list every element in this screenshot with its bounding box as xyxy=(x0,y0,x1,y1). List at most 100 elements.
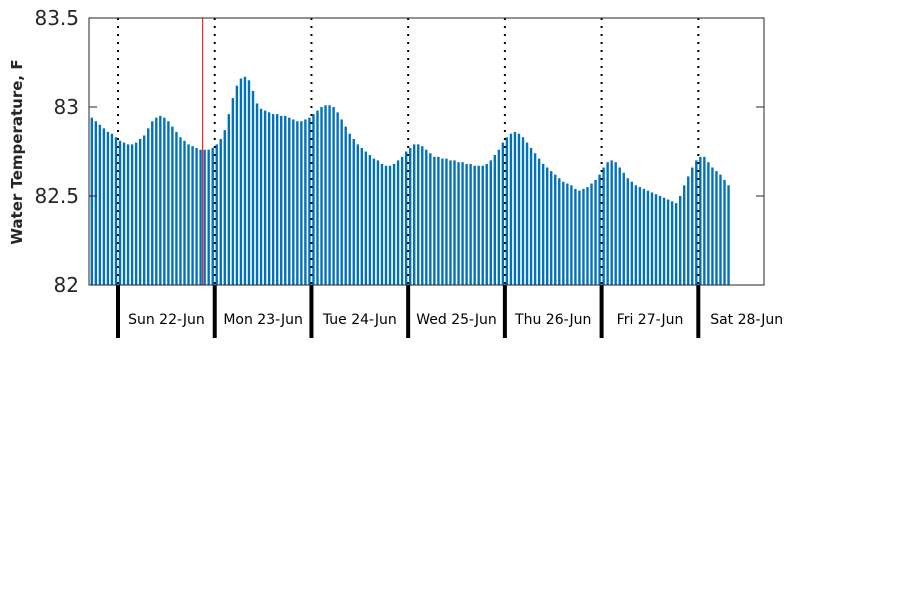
data-bar xyxy=(114,137,118,285)
data-bar xyxy=(255,103,259,285)
data-bar xyxy=(541,163,545,285)
data-bar xyxy=(558,178,561,285)
data-bar xyxy=(183,140,186,285)
data-bar xyxy=(699,156,702,285)
day-label: Tue 24-Jun xyxy=(322,312,397,328)
data-bar xyxy=(344,126,347,285)
data-bar xyxy=(546,167,549,285)
data-bar xyxy=(372,158,376,285)
data-bar xyxy=(695,160,698,285)
data-bar xyxy=(501,142,505,285)
data-bar xyxy=(288,117,291,286)
data-bar xyxy=(408,147,412,285)
data-bar xyxy=(400,156,404,285)
data-bar xyxy=(662,197,666,285)
data-bar xyxy=(691,167,694,285)
data-bar xyxy=(356,144,359,285)
day-label: Sat 28-Jun xyxy=(710,312,783,328)
data-bar xyxy=(404,151,408,285)
data-bar xyxy=(457,162,460,285)
data-bar xyxy=(336,112,339,285)
data-bar xyxy=(602,167,605,285)
data-bar xyxy=(683,185,686,285)
data-bar xyxy=(159,115,162,286)
data-bar xyxy=(727,185,730,285)
data-bar xyxy=(658,196,662,285)
data-bar xyxy=(614,162,617,285)
data-bar xyxy=(332,107,335,285)
data-bar xyxy=(417,144,420,285)
data-bar xyxy=(360,147,364,285)
data-bar xyxy=(102,128,106,285)
data-bar xyxy=(477,165,480,285)
data-bar xyxy=(574,188,577,285)
data-bar xyxy=(207,149,210,285)
data-bar xyxy=(243,76,247,286)
data-bar xyxy=(138,139,142,285)
data-bar xyxy=(453,160,456,285)
data-bar xyxy=(392,163,396,285)
data-bar xyxy=(650,192,654,285)
data-bar xyxy=(622,172,625,285)
data-bar xyxy=(163,117,166,286)
data-bar xyxy=(562,181,565,285)
data-bar xyxy=(203,149,206,285)
day-label: Wed 25-Jun xyxy=(416,312,497,328)
data-bar xyxy=(537,158,541,285)
data-bar xyxy=(433,156,436,285)
data-bar xyxy=(493,155,497,285)
data-bar xyxy=(227,114,231,286)
data-bar xyxy=(485,163,488,285)
data-bar xyxy=(654,194,658,285)
data-bar xyxy=(674,203,678,285)
data-bar xyxy=(284,115,287,286)
data-bar xyxy=(429,153,432,285)
data-bar xyxy=(380,163,384,285)
data-bar xyxy=(646,190,650,285)
data-bar xyxy=(445,158,448,285)
day-labels: Sun 22-Jun Mon 23-Jun Tue 24-Jun Wed 25-Jun… xyxy=(128,312,783,328)
data-bar xyxy=(106,131,110,285)
data-bar xyxy=(421,146,424,285)
data-bar xyxy=(594,179,597,285)
data-bar xyxy=(388,165,392,285)
data-bar xyxy=(130,144,134,285)
data-bar xyxy=(723,179,726,285)
data-bar xyxy=(413,144,416,285)
data-bar xyxy=(300,121,303,286)
data-bar xyxy=(670,201,674,285)
bar-series xyxy=(90,76,730,286)
data-bar xyxy=(384,165,388,285)
data-bar xyxy=(292,119,295,286)
day-label: Thu 26-Jun xyxy=(514,312,591,328)
data-bar xyxy=(586,187,589,285)
data-bar xyxy=(147,128,150,285)
data-bar xyxy=(505,137,509,285)
y-tick-label: 83.5 xyxy=(34,6,79,30)
y-tick-label: 82.5 xyxy=(34,184,79,208)
data-bar xyxy=(666,199,670,285)
data-bar xyxy=(223,130,226,285)
data-bar xyxy=(618,167,621,285)
data-bar xyxy=(461,162,464,285)
data-bar xyxy=(638,187,642,285)
data-bar xyxy=(171,126,174,285)
data-bar xyxy=(678,196,682,285)
data-bar xyxy=(469,163,472,285)
data-bar xyxy=(251,90,255,285)
data-bar xyxy=(550,171,553,285)
data-bar xyxy=(267,112,271,285)
day-label: Mon 23-Jun xyxy=(223,312,303,328)
data-bar xyxy=(191,146,194,285)
data-bar xyxy=(94,121,98,286)
day-divider-lines xyxy=(116,18,701,338)
data-bar xyxy=(687,176,690,285)
data-bar xyxy=(513,131,517,285)
data-bar xyxy=(642,188,646,285)
data-bar xyxy=(529,147,533,285)
data-bar xyxy=(517,133,521,285)
data-bar xyxy=(328,105,331,285)
data-bar xyxy=(324,105,327,285)
data-bar xyxy=(590,183,593,285)
